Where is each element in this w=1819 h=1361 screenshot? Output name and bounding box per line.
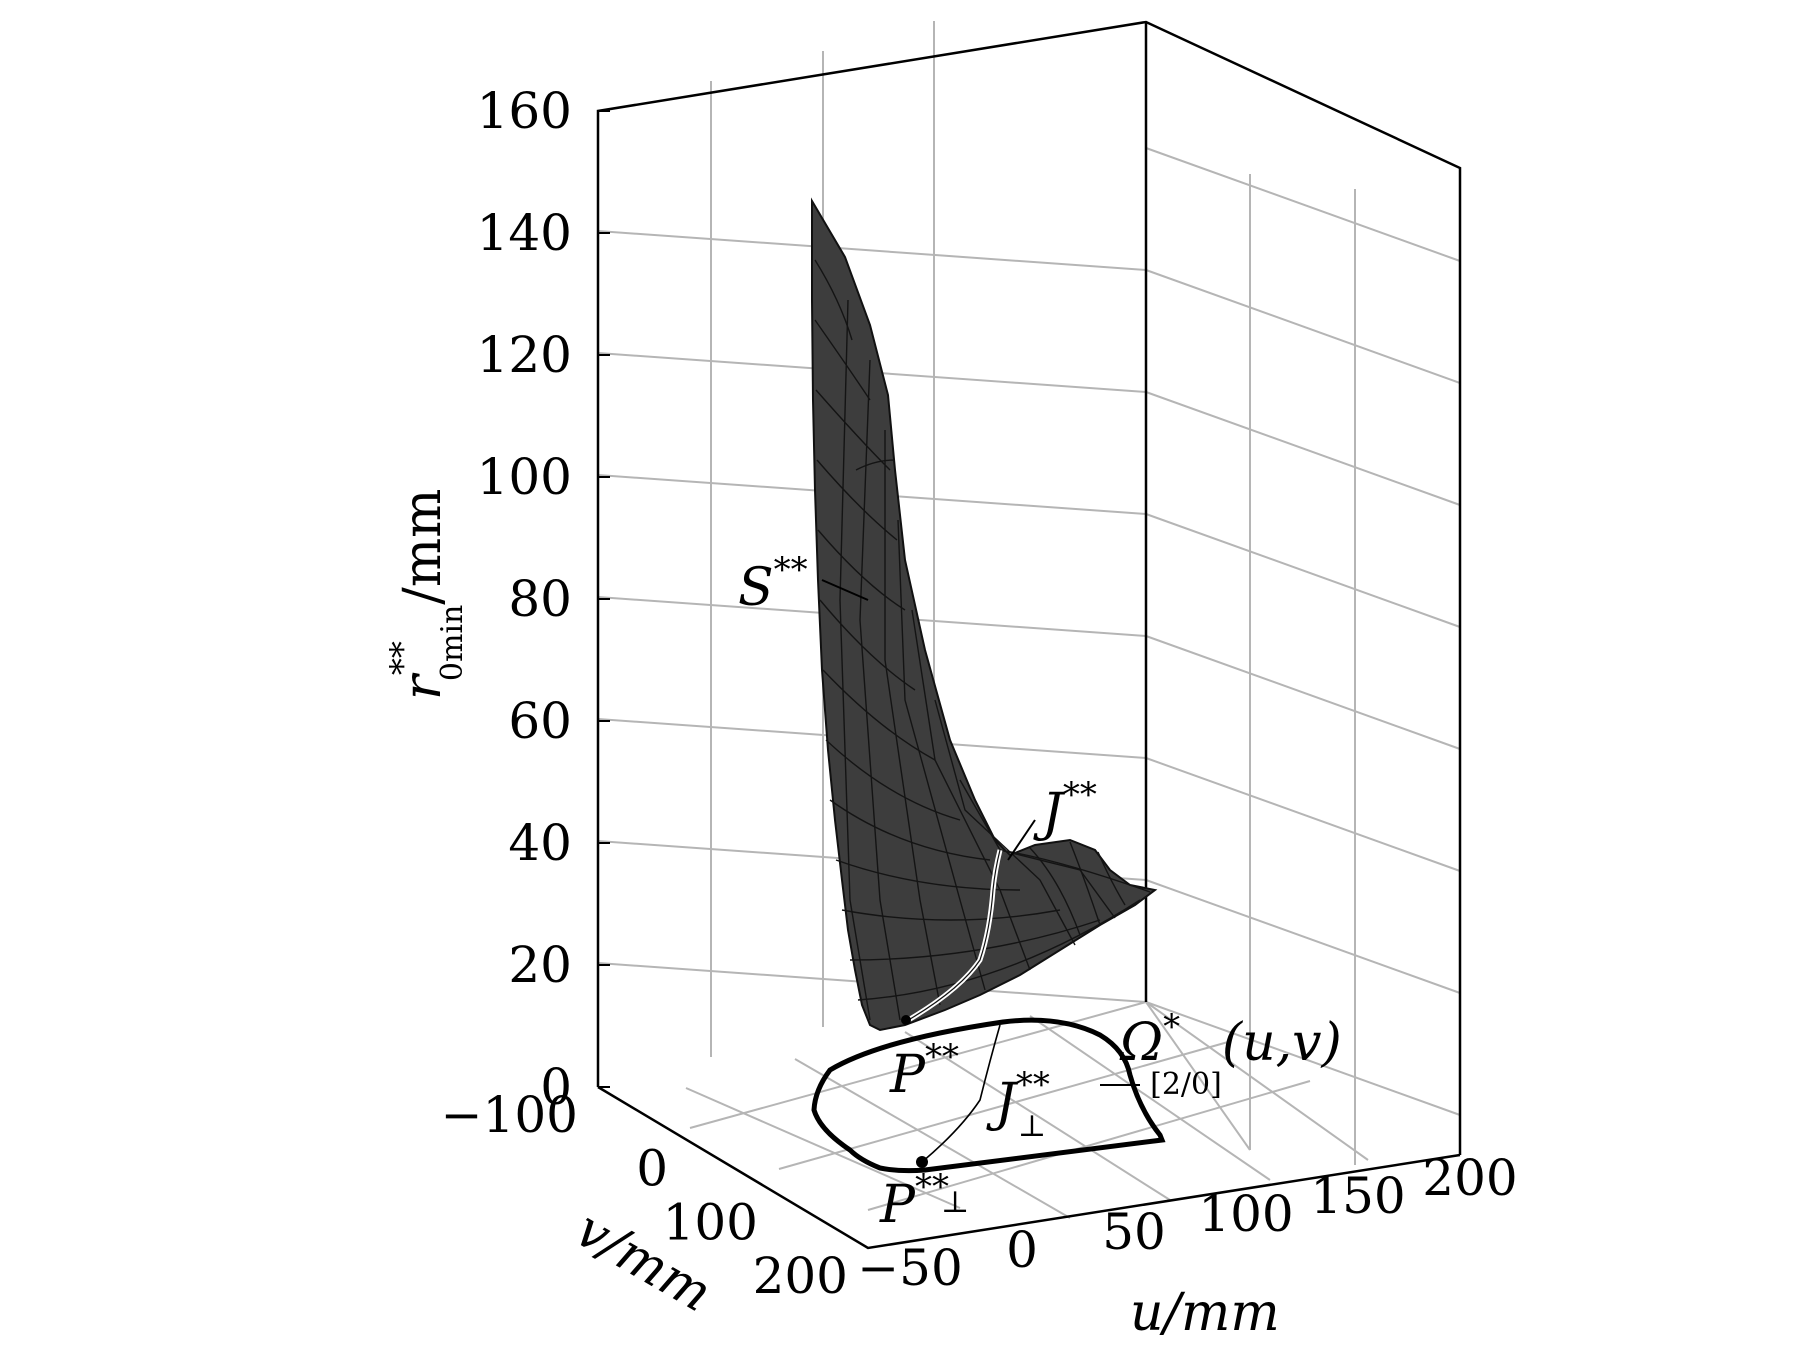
right-wall-grid (1145, 147, 1461, 1116)
u-tick-label: 50 (1102, 1203, 1166, 1261)
label-s: S** (738, 550, 808, 618)
projected-curve (921, 1024, 1001, 1163)
z-tick-labels: 0 20 40 60 80 100 120 140 160 (477, 82, 572, 1116)
v-tick-label: −100 (441, 1086, 578, 1144)
z-label-unit: /mm (393, 489, 453, 605)
floor-grid (685, 1001, 1369, 1219)
z-tick-label: 140 (477, 204, 572, 262)
annotation-leaders (821, 579, 1036, 861)
z-tick-label: 0 (540, 1058, 572, 1116)
v-tick-label: 200 (753, 1247, 848, 1305)
z-tick-marks (598, 110, 610, 1088)
label-j-perp: J** ⊥ (986, 1065, 1050, 1144)
axis-box (596, 20, 1462, 1250)
svg-text:r**0min/mm: r** 0min/mm (383, 489, 470, 700)
v-tick-label: 100 (663, 1193, 758, 1251)
projected-point (916, 1156, 928, 1168)
label-omega: Ω* [2/0](u,v) (1119, 1007, 1342, 1102)
surface-body (811, 197, 1158, 1032)
z-tick-label: 160 (477, 82, 572, 140)
u-tick-label: −50 (857, 1239, 963, 1297)
floor-domain (811, 1017, 1166, 1174)
u-tick-label: 100 (1198, 1185, 1293, 1243)
u-axis-label: u/mm (1130, 1283, 1280, 1343)
z-label-sub: 0min (435, 605, 470, 681)
z-tick-label: 60 (508, 692, 572, 750)
domain-boundary (811, 1017, 1166, 1174)
surface-s (811, 197, 1158, 1032)
label-j: J** (1033, 775, 1097, 843)
z-label-sup: ** (383, 641, 423, 675)
z-tick-label: 20 (508, 936, 572, 994)
u-tick-label: 200 (1422, 1149, 1517, 1207)
z-label-base: r (393, 672, 453, 700)
label-p: P** (889, 1037, 959, 1105)
u-tick-label: 0 (1006, 1221, 1038, 1279)
surface-mesh (814, 259, 1151, 1021)
u-tick-labels: −50 0 50 100 150 200 (857, 1149, 1517, 1297)
z-tick-label: 100 (477, 448, 572, 506)
v-tick-label: 0 (636, 1140, 668, 1198)
label-p-perp: P**⊥ (879, 1167, 969, 1235)
z-tick-label: 120 (477, 326, 572, 384)
z-tick-label: 80 (508, 570, 572, 628)
u-tick-label: 150 (1310, 1167, 1405, 1225)
point-p (901, 1015, 911, 1025)
z-tick-label: 40 (508, 814, 572, 872)
z-axis-label: r** 0min/mm (383, 489, 470, 700)
